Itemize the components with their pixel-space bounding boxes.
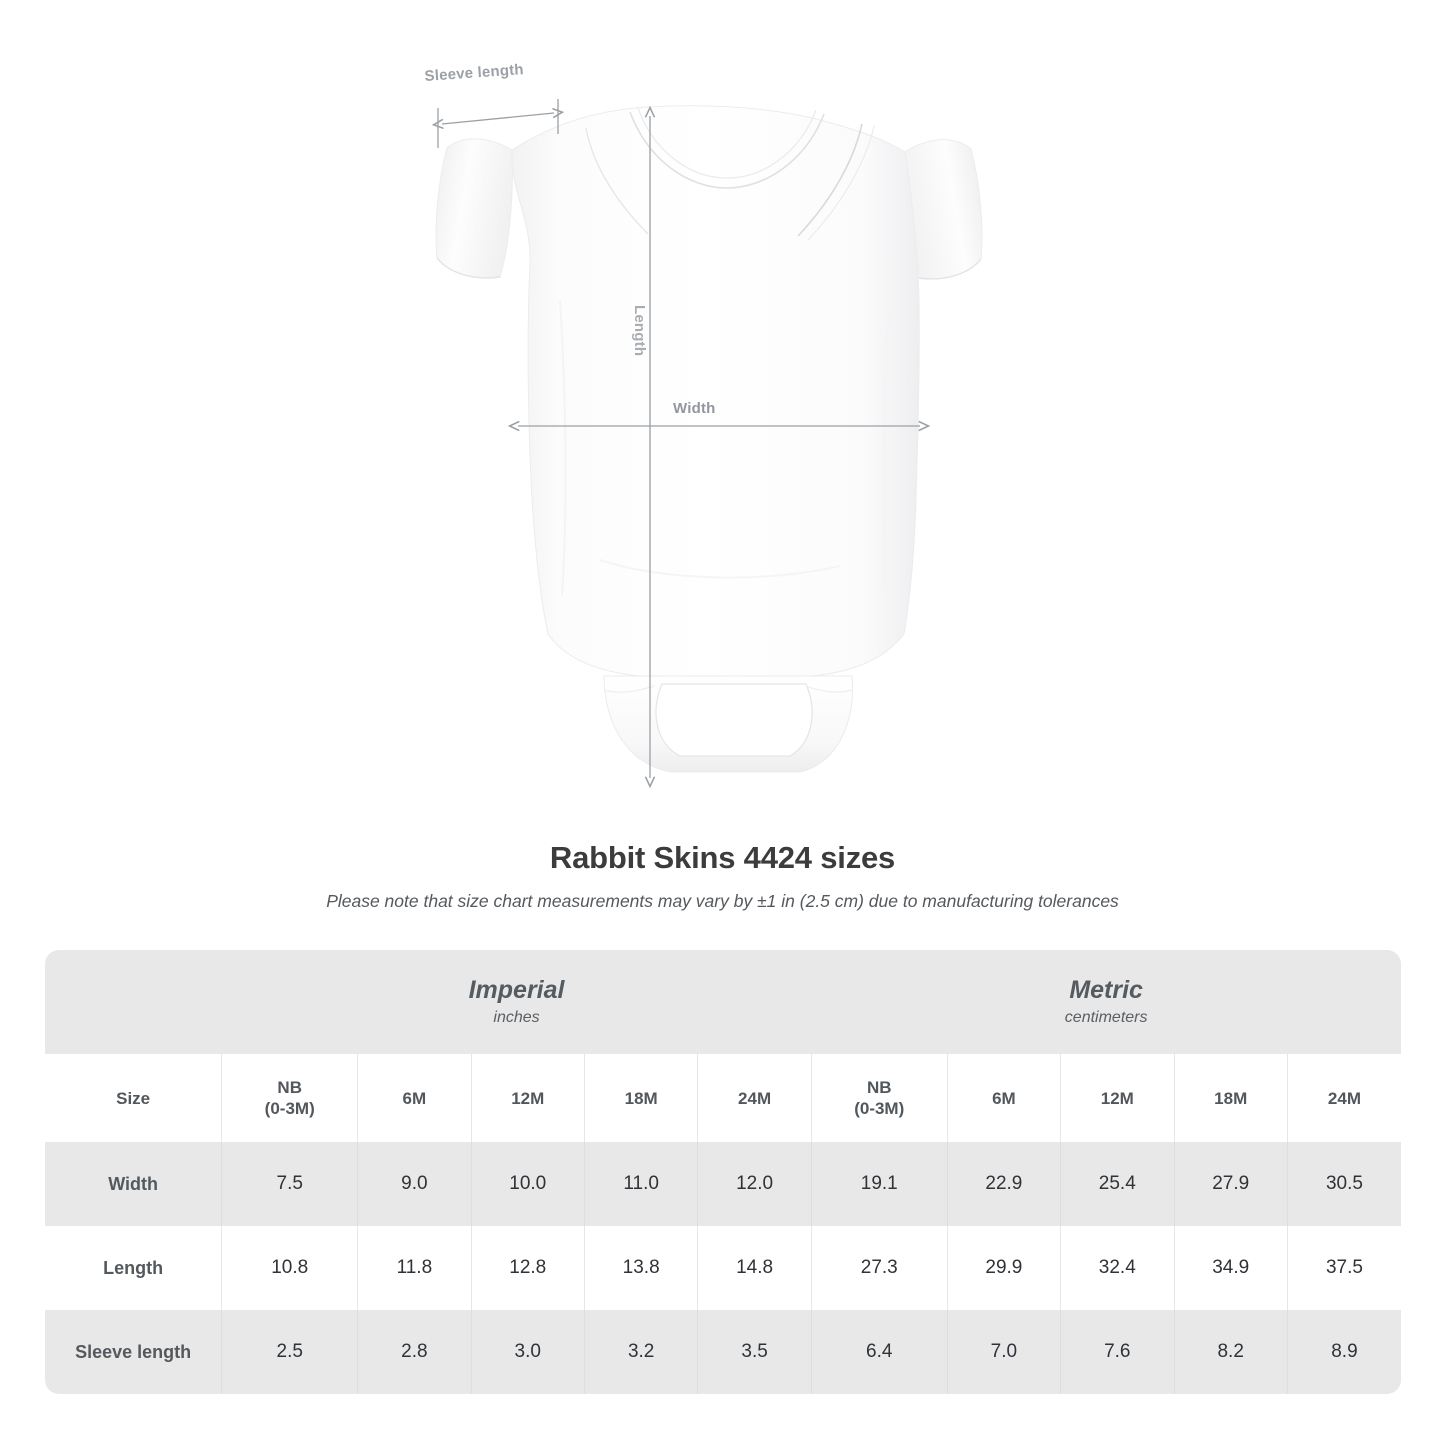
width-annotation: Width [673, 400, 716, 417]
column-header-metric-nb: NB (0-3M) [810, 1054, 948, 1142]
cell-sleeve-met-12m: 7.6 [1060, 1310, 1175, 1394]
cell-width-imp-18m: 11.0 [584, 1142, 699, 1226]
cell-length-imp-12m: 12.8 [471, 1226, 585, 1310]
tolerance-note: Please note that size chart measurements… [326, 891, 1119, 911]
onesie-diagram [0, 99, 983, 820]
sleeve-length-arrow [438, 99, 558, 148]
unit-sub-imperial: inches [493, 1009, 540, 1026]
cell-length-imp-18m: 13.8 [584, 1226, 699, 1310]
cell-length-met-6m: 29.9 [947, 1226, 1062, 1310]
cell-width-met-6m: 22.9 [947, 1142, 1062, 1226]
cell-sleeve-met-24m: 8.9 [1287, 1310, 1401, 1394]
cell-length-imp-24m: 14.8 [697, 1226, 812, 1310]
unit-section-imperial: Imperial inches [221, 950, 812, 1054]
cell-width-met-nb: 19.1 [811, 1142, 948, 1226]
column-header-imperial-24m: 24M [697, 1054, 812, 1142]
column-header-imperial-nb: NB (0-3M) [221, 1054, 359, 1142]
cell-width-imp-12m: 10.0 [471, 1142, 585, 1226]
column-header-imperial-12m: 12M [471, 1054, 585, 1142]
crotch-flap [603, 675, 854, 773]
column-header-row: Size NB (0-3M) 6M 12M 18M 24M NB (0-3M) … [45, 1054, 1401, 1142]
column-header-metric-6m: 6M [947, 1054, 1062, 1142]
cell-sleeve-imp-18m: 3.2 [584, 1310, 699, 1394]
row-label-sleeve-length: Sleeve length [45, 1310, 223, 1394]
column-header-imperial-6m: 6M [357, 1054, 472, 1142]
cell-length-met-18m: 34.9 [1174, 1226, 1288, 1310]
cell-width-imp-6m: 9.0 [357, 1142, 472, 1226]
row-label-length: Length [45, 1226, 223, 1310]
unit-name-imperial: Imperial [468, 976, 565, 1004]
column-header-metric-18m: 18M [1174, 1054, 1288, 1142]
column-header-size: Size [45, 1054, 223, 1142]
cell-width-met-12m: 25.4 [1060, 1142, 1175, 1226]
cell-sleeve-met-6m: 7.0 [947, 1310, 1062, 1394]
row-label-width: Width [45, 1142, 223, 1226]
size-chart-table-wrapper: Imperial inches Metric centimeters Size … [45, 950, 1401, 1394]
cell-sleeve-imp-24m: 3.5 [697, 1310, 812, 1394]
page-title: Rabbit Skins 4424 sizes [549, 840, 896, 875]
unit-section-metric: Metric centimeters [811, 950, 1401, 1054]
cell-length-imp-nb: 10.8 [221, 1226, 359, 1310]
cell-width-met-24m: 30.5 [1287, 1142, 1401, 1226]
size-chart-table: Imperial inches Metric centimeters Size … [45, 950, 1401, 1394]
cell-length-met-24m: 37.5 [1287, 1226, 1401, 1310]
cell-sleeve-imp-6m: 2.8 [357, 1310, 472, 1394]
table-row: Sleeve length 2.5 2.8 3.0 3.2 3.5 6.4 7.… [45, 1310, 1401, 1394]
cell-sleeve-imp-12m: 3.0 [471, 1310, 585, 1394]
nb-line-2: (0-3M) [264, 1099, 315, 1118]
length-annotation: Length [631, 305, 648, 357]
cell-length-met-12m: 32.4 [1060, 1226, 1175, 1310]
unit-name-metric: Metric [1069, 976, 1143, 1004]
nb-line-1: NB [866, 1078, 892, 1097]
cell-width-met-18m: 27.9 [1174, 1142, 1288, 1226]
cell-width-imp-24m: 12.0 [697, 1142, 812, 1226]
unit-sub-metric: centimeters [1064, 1009, 1148, 1026]
table-row: Length 10.8 11.8 12.8 13.8 14.8 27.3 29.… [45, 1226, 1401, 1310]
column-header-metric-12m: 12M [1060, 1054, 1175, 1142]
cell-width-imp-nb: 7.5 [221, 1142, 359, 1226]
title-block: Rabbit Skins 4424 sizes Please note that… [0, 838, 1445, 912]
cell-sleeve-met-nb: 6.4 [811, 1310, 948, 1394]
nb-line-1: NB [277, 1078, 302, 1097]
bodysuit-body [511, 105, 920, 677]
unit-banner-spacer [45, 950, 222, 1054]
cell-sleeve-met-18m: 8.2 [1174, 1310, 1288, 1394]
nb-line-2: (0-3M) [854, 1099, 905, 1118]
cell-length-imp-6m: 11.8 [357, 1226, 472, 1310]
garment-illustration: Sleeve length Length Width [0, 61, 983, 820]
left-sleeve [435, 138, 513, 279]
column-header-imperial-18m: 18M [584, 1054, 699, 1142]
table-row: Width 7.5 9.0 10.0 11.0 12.0 19.1 22.9 2… [45, 1142, 1401, 1226]
cell-length-met-nb: 27.3 [811, 1226, 948, 1310]
unit-banner-row: Imperial inches Metric centimeters [45, 950, 1401, 1054]
column-header-metric-24m: 24M [1287, 1054, 1401, 1142]
cell-sleeve-imp-nb: 2.5 [221, 1310, 359, 1394]
